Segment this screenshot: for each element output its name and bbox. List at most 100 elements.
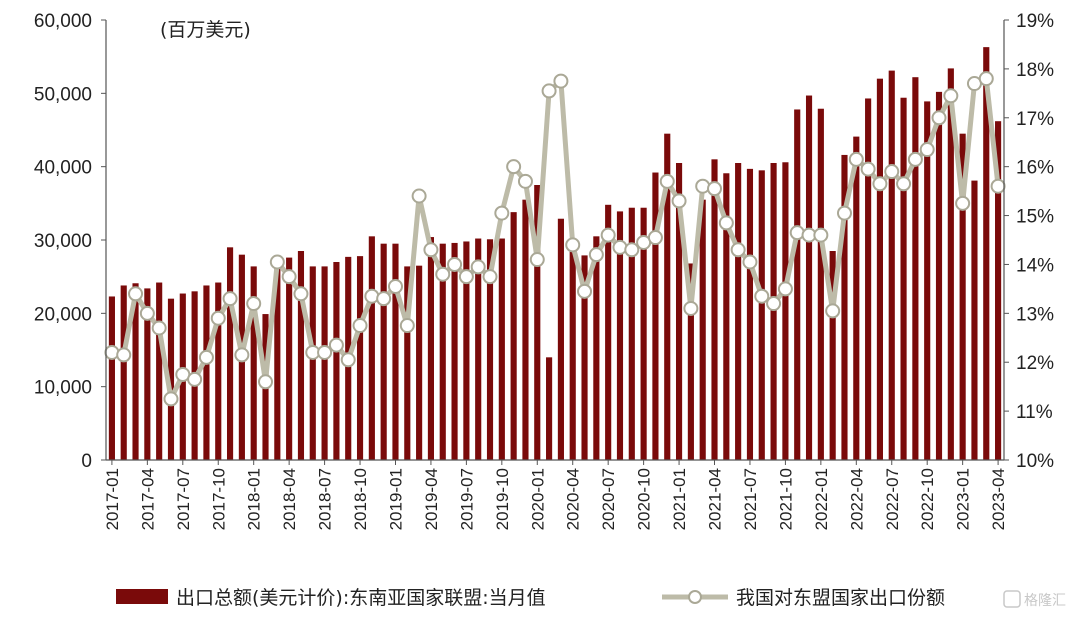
share-point-2020-06 [588, 247, 604, 263]
bar-2019-09 [486, 239, 494, 460]
share-point-2018-04 [281, 269, 297, 285]
bar-2018-10 [356, 256, 364, 460]
x-tick-label: 2018-01 [245, 468, 264, 530]
left-tick-label: 50,000 [34, 84, 92, 105]
left-tick-label: 10,000 [34, 378, 92, 399]
x-tick-label: 2019-04 [422, 468, 441, 530]
share-point-2020-04 [565, 237, 581, 253]
bar-layer [108, 47, 1002, 461]
share-point-2019-10 [494, 205, 510, 221]
bar-2018-07 [321, 266, 328, 460]
share-point-2021-03 [695, 178, 711, 194]
bar-2022-10 [924, 101, 931, 461]
bar-2022-07 [888, 70, 895, 460]
right-tick-label: 17% [1016, 109, 1054, 130]
share-point-2022-01 [813, 227, 829, 243]
bar-2020-10 [640, 207, 647, 460]
share-point-2018-07 [317, 344, 333, 360]
bar-2023-04 [995, 121, 1002, 460]
share-point-2019-08 [470, 259, 486, 275]
x-tick-label: 2019-01 [386, 468, 405, 530]
right-tick-label: 10% [1016, 451, 1054, 472]
share-point-2022-06 [872, 176, 888, 192]
bar-2020-01 [534, 185, 541, 460]
share-point-2017-03 [128, 286, 144, 302]
legend-bar-label: 出口总额(美元计价):东南亚国家联盟:当月值 [176, 587, 546, 609]
watermark-text: 格隆汇 [1024, 593, 1066, 609]
bar-2022-12 [947, 68, 954, 461]
share-point-2021-07 [742, 254, 758, 270]
bar-2022-06 [876, 78, 883, 461]
share-point-2019-12 [517, 173, 533, 189]
share-point-2023-03 [978, 71, 994, 87]
share-point-2022-02 [825, 303, 841, 319]
left-tick-label: 20,000 [34, 304, 92, 325]
bar-2021-12 [805, 95, 813, 460]
bar-2021-09 [770, 163, 777, 460]
x-tick-label: 2021-01 [670, 468, 689, 530]
bar-2018-12 [380, 243, 387, 460]
bar-2020-04 [569, 240, 576, 460]
share-point-2022-11 [931, 110, 947, 126]
share-point-2020-02 [541, 83, 557, 99]
x-tick-label: 2022-04 [847, 468, 866, 530]
share-point-2018-05 [293, 286, 309, 302]
bar-2022-11 [935, 91, 943, 461]
legend-line-marker [688, 590, 702, 604]
right-tick-label: 18% [1016, 60, 1054, 81]
share-point-2017-08 [187, 371, 203, 387]
bar-2018-03 [274, 262, 281, 460]
bar-2019-11 [510, 212, 517, 460]
left-tick-label: 60,000 [34, 11, 92, 32]
bar-2019-10 [498, 238, 505, 460]
share-point-2021-11 [789, 225, 805, 241]
bar-2021-02 [687, 263, 694, 460]
share-point-2023-04 [990, 178, 1006, 194]
share-point-2021-05 [718, 215, 734, 231]
line-layer [104, 71, 1006, 407]
bar-2018-04 [286, 257, 293, 460]
left-tick-label: 30,000 [34, 231, 92, 252]
bar-2017-01 [108, 296, 115, 460]
share-point-2020-12 [659, 173, 675, 189]
x-tick-label: 2022-01 [812, 468, 831, 530]
share-point-2020-11 [647, 230, 663, 246]
share-point-2022-08 [896, 176, 912, 192]
share-point-2019-11 [506, 159, 522, 175]
x-tick-label: 2023-04 [989, 468, 1008, 530]
bar-2017-04 [144, 288, 151, 460]
bar-2020-12 [664, 133, 671, 461]
bar-2017-09 [203, 285, 210, 460]
x-tick-label: 2017-07 [174, 468, 193, 530]
x-tick-label: 2021-07 [741, 468, 760, 530]
share-point-2018-09 [340, 352, 356, 368]
share-point-2021-06 [730, 242, 746, 258]
share-point-2020-07 [600, 227, 616, 243]
bar-2021-07 [746, 168, 754, 460]
share-point-2017-12 [234, 347, 250, 363]
bar-2021-06 [735, 163, 742, 460]
bar-2019-12 [522, 199, 529, 461]
bar-2021-01 [675, 163, 683, 460]
share-point-2020-03 [553, 73, 569, 89]
watermark-icon [1003, 590, 1021, 608]
share-point-2018-10 [352, 318, 368, 334]
bar-2018-08 [333, 262, 340, 460]
bar-2020-02 [546, 357, 553, 460]
bar-2023-01 [959, 133, 966, 461]
share-point-2019-01 [387, 278, 403, 294]
bar-2017-10 [215, 282, 222, 460]
right-tick-label: 15% [1016, 207, 1054, 228]
x-tick-label: 2020-01 [528, 468, 547, 530]
right-tick-label: 13% [1016, 304, 1054, 325]
bar-2021-05 [723, 173, 730, 460]
share-point-2020-08 [612, 239, 628, 255]
share-point-2017-05 [151, 320, 167, 336]
x-tick-label: 2017-10 [209, 468, 228, 530]
bar-2018-01 [250, 266, 257, 460]
x-tick-label: 2019-10 [493, 468, 512, 530]
share-point-2021-02 [683, 300, 699, 316]
share-line [109, 76, 1001, 402]
share-point-2019-06 [447, 256, 463, 272]
